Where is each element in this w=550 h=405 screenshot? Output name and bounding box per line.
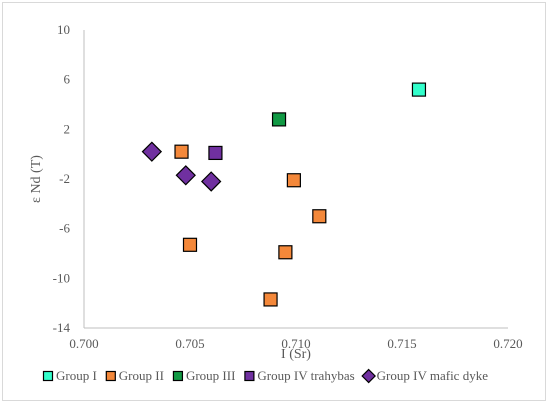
legend-label: Group II	[119, 368, 164, 383]
legend-marker	[361, 368, 376, 384]
x-tick-label: 0.700	[69, 336, 98, 351]
legend-label: Group IV trahybas	[257, 368, 354, 383]
legend-label: Group III	[186, 368, 235, 383]
tick-labels: 10 6 2 -2 -6 -10 -140.700 0.705 0.710 0.715 0.720	[53, 22, 523, 351]
legend-marker	[105, 370, 116, 382]
legend-label: Group I	[56, 368, 97, 383]
data-point	[182, 237, 198, 252]
legend-marker	[244, 370, 255, 382]
x-tick-label: 0.715	[387, 336, 416, 351]
x-tick-label: 0.705	[175, 336, 204, 351]
data-point	[263, 292, 278, 307]
legend-marker	[172, 370, 184, 382]
data-point	[312, 209, 327, 224]
axes	[83, 30, 508, 329]
data-point	[174, 144, 189, 159]
data-point	[141, 141, 163, 162]
data-point	[411, 82, 427, 97]
y-tick-label: -6	[59, 221, 70, 236]
y-tick-label: -2	[59, 171, 70, 186]
y-tick-label: -14	[53, 320, 71, 335]
legend-label: Group IV mafic dyke	[377, 368, 489, 383]
x-tick-label: 0.710	[281, 336, 310, 351]
chart-frame	[2, 2, 546, 401]
data-points	[141, 82, 427, 307]
data-point	[278, 245, 293, 260]
legend-marker	[42, 370, 54, 382]
y-tick-label: 2	[64, 121, 71, 136]
x-axis-label: I (Sr)	[281, 347, 311, 362]
y-axis-label: ε Nd (T)	[29, 155, 44, 203]
y-tick-label: 6	[64, 72, 71, 87]
y-tick-label: -10	[53, 270, 70, 285]
legend: Group I Group II Group III Group IV trahyba…	[42, 368, 489, 384]
data-point	[200, 171, 222, 192]
data-point	[271, 112, 287, 127]
data-point	[208, 145, 223, 161]
data-point	[286, 173, 301, 188]
x-tick-label: 0.720	[493, 336, 522, 351]
y-tick-label: 10	[57, 22, 70, 37]
data-point	[175, 165, 196, 186]
